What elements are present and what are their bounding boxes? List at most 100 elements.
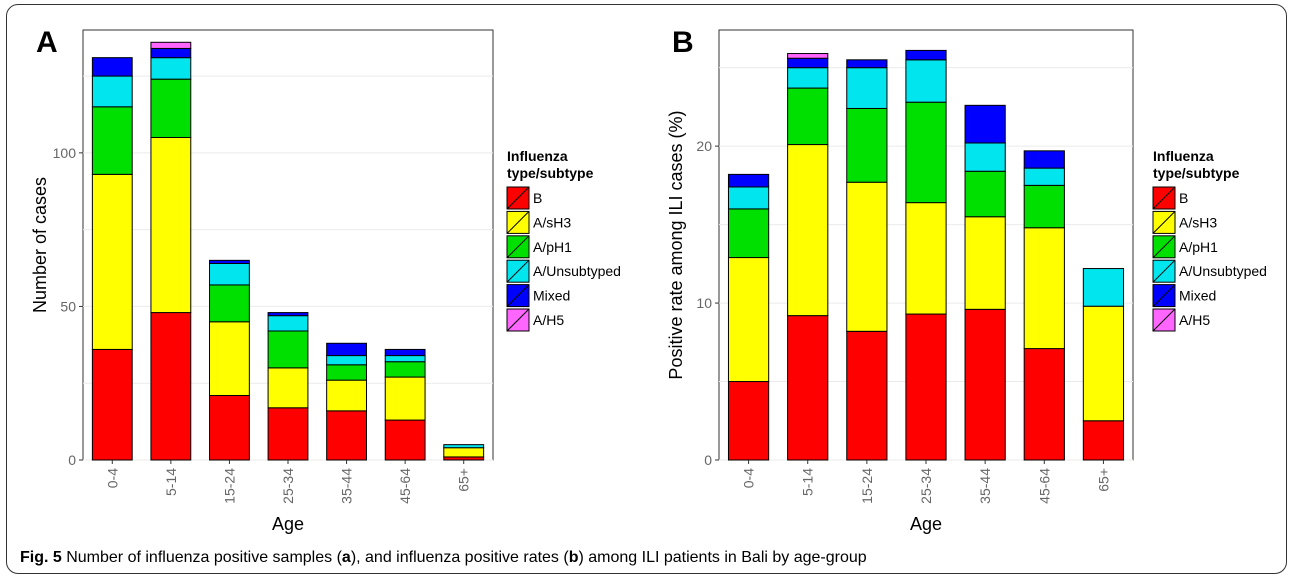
x-tick-label-b: 15-24 bbox=[859, 468, 875, 504]
bar-segment-a bbox=[209, 395, 250, 461]
caption-text-2: ), and influenza positive rates ( bbox=[350, 549, 569, 566]
bar-segment-b bbox=[846, 107, 888, 183]
bar-segment-b bbox=[1082, 305, 1125, 422]
bar-segment-a bbox=[267, 367, 309, 409]
legend-label-b: A/Unsubtyped bbox=[1179, 263, 1267, 279]
legend-key-slash-b bbox=[1152, 284, 1176, 307]
panel-letter-b: B bbox=[672, 26, 694, 59]
caption-bold-a: a bbox=[341, 549, 351, 566]
bar-segment-b bbox=[846, 181, 888, 332]
x-tick-label-a: 5-14 bbox=[163, 468, 179, 496]
bar-segment-a bbox=[384, 348, 426, 357]
legend-key-slash-b bbox=[1152, 308, 1176, 332]
bar-segment-b bbox=[1023, 348, 1065, 461]
x-tick-label-a: 65+ bbox=[456, 468, 472, 492]
bar-segment-a bbox=[91, 57, 133, 77]
legend-key-slash-a bbox=[506, 211, 530, 234]
x-tick-label-a: 25-34 bbox=[280, 468, 296, 504]
bar-segment-b bbox=[964, 142, 1006, 172]
bar-segment-a bbox=[150, 41, 192, 49]
panel-b: B 0-4 5-14 15-24 25-34 35-44 45-64 65+ 0 10 20 Age P… bbox=[666, 26, 1267, 534]
legend-key-slash-b bbox=[1152, 259, 1176, 283]
x-tick-label-a: 45-64 bbox=[397, 468, 413, 504]
bar-segment-a bbox=[91, 173, 133, 350]
bar-segment-b bbox=[727, 381, 770, 461]
bar-segment-b bbox=[964, 170, 1006, 218]
bar-segment-b bbox=[905, 49, 947, 61]
y-axis-title-a: Number of cases bbox=[30, 177, 50, 313]
bar-segment-b bbox=[787, 315, 829, 461]
legend-key-slash-b bbox=[1152, 235, 1176, 259]
x-tick-label-b: 45-64 bbox=[1036, 468, 1052, 504]
bar-segment-a bbox=[326, 379, 367, 412]
bar-segment-a bbox=[384, 419, 426, 461]
x-tick-label-b: 65+ bbox=[1095, 468, 1111, 492]
x-tick-label-b: 5-14 bbox=[800, 468, 816, 496]
legend-key-slash-b bbox=[1152, 211, 1176, 234]
bar-segment-b bbox=[846, 67, 888, 109]
bar-segment-b bbox=[1023, 184, 1065, 229]
bar-segment-a bbox=[150, 312, 192, 461]
bar-segment-a bbox=[150, 78, 192, 139]
legend-title-b: Influenza bbox=[1153, 148, 1214, 164]
bar-segment-a bbox=[209, 284, 250, 323]
x-tick-label-b: 0-4 bbox=[741, 468, 757, 488]
bar-segment-a bbox=[443, 444, 485, 449]
bar-segment-a bbox=[326, 342, 367, 357]
bar-segment-b bbox=[787, 87, 829, 146]
bar-segment-a bbox=[209, 262, 250, 286]
panel-letter-a: A bbox=[36, 26, 58, 59]
bar-segment-a bbox=[150, 57, 192, 80]
x-tick-label-a: 15-24 bbox=[221, 468, 237, 504]
legend-label-a: B bbox=[533, 190, 542, 206]
bar-segment-a bbox=[267, 407, 309, 461]
y-tick-label-a: 50 bbox=[60, 298, 76, 314]
bar-segment-b bbox=[1082, 420, 1125, 461]
bar-segment-a bbox=[150, 47, 192, 59]
legend-key-slash-a bbox=[506, 308, 530, 332]
legend-label-b: Mixed bbox=[1179, 288, 1216, 304]
bar-segment-a bbox=[267, 315, 309, 332]
bar-segment-a bbox=[326, 364, 367, 381]
caption-text-1: Number of influenza positive samples ( bbox=[61, 549, 342, 566]
legend-label-a: A/Unsubtyped bbox=[533, 263, 621, 279]
bar-segment-b bbox=[1023, 227, 1065, 350]
x-axis-title-b: Age bbox=[910, 514, 942, 534]
legend-key-slash-a bbox=[506, 284, 530, 307]
bar-segment-b bbox=[846, 330, 888, 461]
bar-segment-b bbox=[964, 104, 1006, 144]
bar-segment-a bbox=[209, 321, 250, 396]
bar-segment-b bbox=[964, 216, 1006, 310]
bar-segment-b bbox=[964, 308, 1006, 461]
legend-label-b: A/sH3 bbox=[1179, 214, 1217, 230]
bar-segment-b bbox=[727, 208, 770, 259]
bar-segment-b bbox=[727, 186, 770, 210]
bar-segment-a bbox=[267, 312, 309, 317]
y-tick-label-a: 0 bbox=[68, 452, 76, 468]
legend-key-slash-a bbox=[506, 235, 530, 259]
bar-segment-a bbox=[384, 361, 426, 378]
bar-segment-a bbox=[443, 447, 485, 458]
bar-segment-b bbox=[727, 257, 770, 383]
caption-label: Fig. 5 bbox=[20, 549, 62, 566]
legend-label-b: A/H5 bbox=[1179, 312, 1210, 328]
legend-label-a: A/pH1 bbox=[533, 239, 572, 255]
bar-segment-b bbox=[727, 173, 770, 188]
legend-title-a: type/subtype bbox=[507, 165, 594, 181]
y-tick-label-a: 100 bbox=[53, 145, 77, 161]
caption-bold-b: b bbox=[568, 549, 579, 566]
bar-segment-b bbox=[787, 67, 829, 89]
legend-title-b: type/subtype bbox=[1153, 165, 1240, 181]
legend-key-slash-a bbox=[506, 259, 530, 283]
x-axis-title-a: Age bbox=[272, 514, 304, 534]
panel-a: A 0-4 5-14 15-24 25-34 35-44 45-64 65+ 0 50 100 Age… bbox=[30, 26, 621, 534]
y-tick-label-b: 0 bbox=[704, 452, 712, 468]
legend-label-b: B bbox=[1179, 190, 1188, 206]
bar-segment-b bbox=[1082, 268, 1125, 307]
bar-segment-a bbox=[326, 410, 367, 461]
bar-segment-b bbox=[787, 144, 829, 317]
bar-segment-a bbox=[91, 106, 133, 175]
bar-segment-b bbox=[1023, 150, 1065, 169]
legend-label-b: A/pH1 bbox=[1179, 239, 1218, 255]
bar-segment-b bbox=[905, 59, 947, 103]
